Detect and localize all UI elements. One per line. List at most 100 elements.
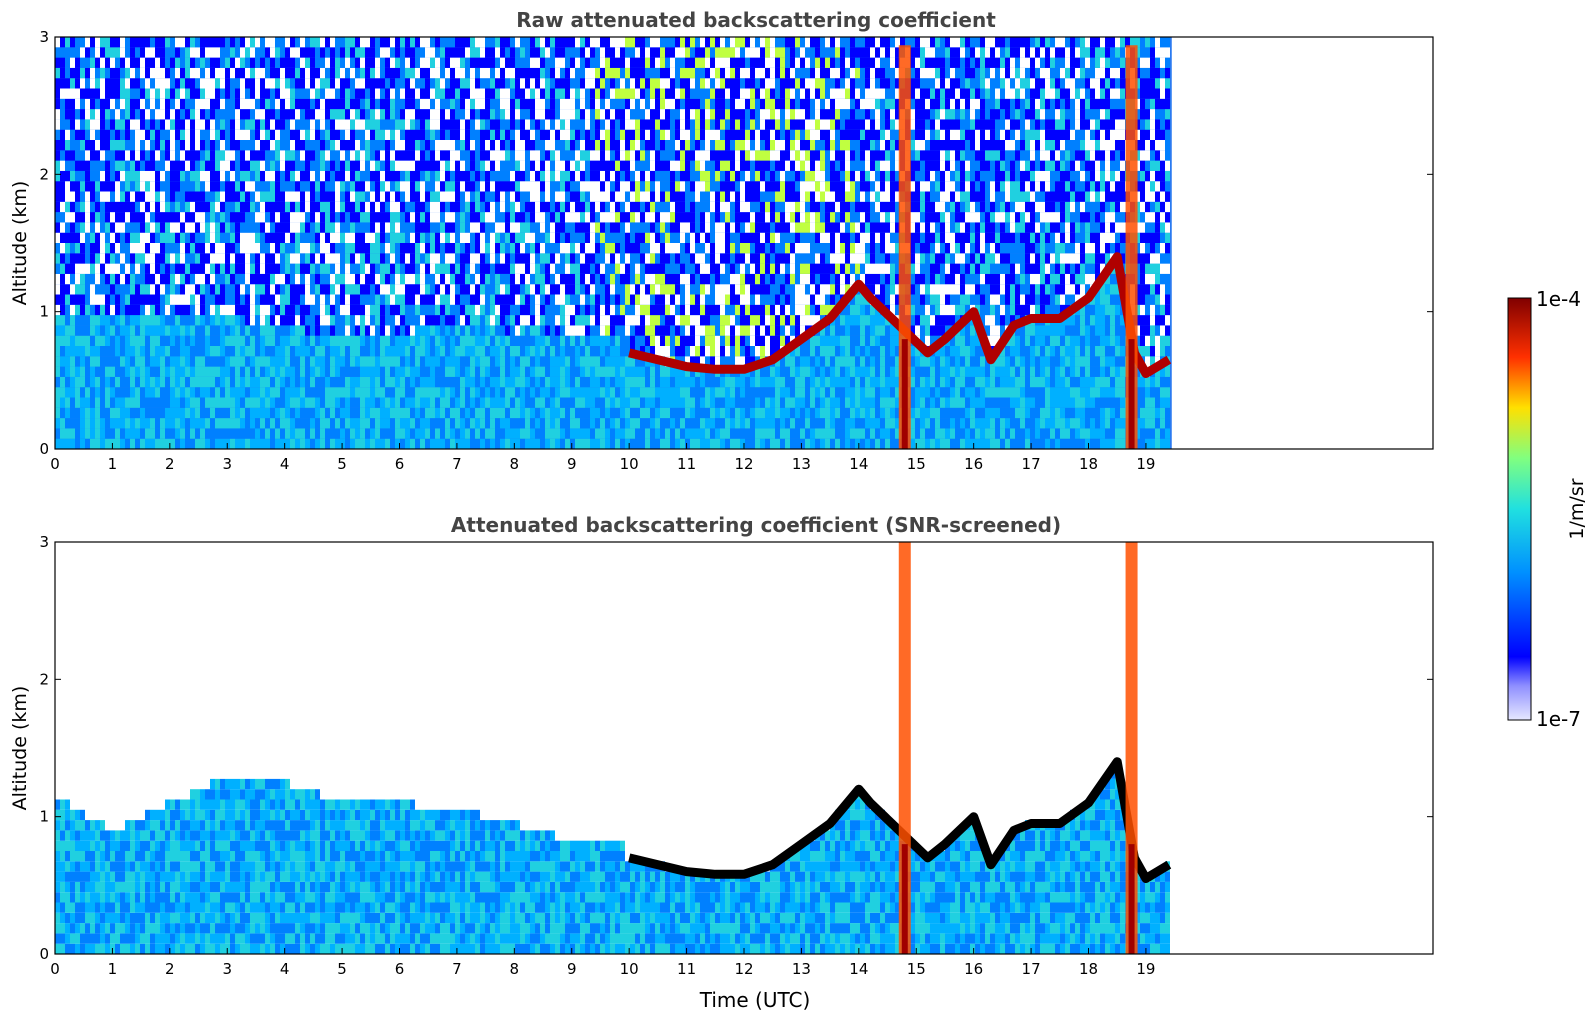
heatmap-cell [280,387,285,398]
heatmap-cell [625,150,630,161]
heatmap-cell [435,78,440,89]
heatmap-cell [285,47,290,58]
heatmap-cell [135,181,140,192]
heatmap-cell [485,284,490,295]
heatmap-cell [205,129,210,140]
heatmap-cell [285,181,290,192]
heatmap-cell [490,37,495,48]
heatmap-cell [200,325,205,336]
heatmap-cell [635,88,640,99]
heatmap-cell [350,304,355,316]
heatmap-cell [475,243,480,254]
heatmap-cell [105,78,110,89]
heatmap-cell [60,109,65,120]
heatmap-cell [310,263,315,274]
heatmap-cell [85,150,90,161]
heatmap-cell [215,284,220,295]
heatmap-cell [415,273,420,285]
heatmap-cell [210,273,215,285]
heatmap-cell [190,273,195,285]
heatmap-cell [115,88,120,99]
heatmap-cell [655,243,660,254]
heatmap-cell [385,325,390,336]
heatmap-cell [490,88,495,99]
heatmap-cell [375,232,380,243]
heatmap-cell [555,294,560,305]
heatmap-cell [365,181,370,192]
heatmap-cell [70,98,75,110]
heatmap-cell [305,346,310,357]
heatmap-cell [475,212,480,223]
heatmap-cell [440,366,445,377]
heatmap-cell [565,253,570,264]
heatmap-cell [260,346,265,357]
heatmap-cell [375,243,380,254]
heatmap-cell [130,418,135,429]
heatmap-cell [665,438,670,449]
heatmap-cell [135,160,140,171]
heatmap-cell [495,325,500,336]
heatmap-cell [235,335,240,346]
heatmap-cell [185,325,190,336]
heatmap-cell [540,284,545,295]
heatmap-cell [520,160,525,171]
heatmap-cell [225,170,230,182]
heatmap-cell [480,37,485,48]
heatmap-cell [80,387,85,398]
heatmap-cell [165,366,170,377]
heatmap-cell [245,37,250,48]
heatmap-cell [600,294,605,305]
heatmap-cell [200,67,205,79]
heatmap-cell [420,428,425,439]
heatmap-cell [365,150,370,161]
heatmap-cell [285,67,290,79]
heatmap-cell [160,294,165,305]
heatmap-cell [185,294,190,305]
heatmap-cell [115,47,120,58]
heatmap-cell [370,47,375,58]
heatmap-cell [80,129,85,140]
heatmap-cell [520,170,525,182]
heatmap-cell [600,88,605,99]
heatmap-cell [285,119,290,130]
heatmap-cell [660,150,665,161]
heatmap-cell [70,356,75,367]
heatmap-cell [340,263,345,274]
heatmap-cell [250,387,255,398]
heatmap-cell [195,243,200,254]
heatmap-cell [575,346,580,357]
heatmap-cell [575,109,580,120]
heatmap-cell [330,109,335,120]
heatmap-cell [210,243,215,254]
heatmap-cell [645,212,650,223]
heatmap-cell [625,315,630,326]
heatmap-cell [215,98,220,110]
heatmap-cell [665,129,670,140]
heatmap-cell [505,438,510,449]
heatmap-cell [635,150,640,161]
heatmap-cell [160,201,165,213]
heatmap-cell [390,129,395,140]
heatmap-cell [345,304,350,316]
heatmap-cell [85,346,90,357]
heatmap-cell [365,78,370,89]
heatmap-cell [310,57,315,68]
heatmap-cell [350,273,355,285]
heatmap-cell [130,407,135,419]
heatmap-cell [510,438,515,449]
heatmap-cell [615,181,620,192]
heatmap-cell [300,98,305,110]
heatmap-cell [175,170,180,182]
heatmap-cell [540,109,545,120]
heatmap-cell [170,387,175,398]
heatmap-cell [420,170,425,182]
heatmap-cell [190,67,195,79]
heatmap-cell [610,57,615,68]
heatmap-cell [580,37,585,48]
heatmap-cell [570,47,575,58]
heatmap-cell [655,150,660,161]
heatmap-cell [510,428,515,439]
heatmap-cell [320,418,325,429]
heatmap-cell [125,253,130,264]
heatmap-cell [255,140,260,151]
